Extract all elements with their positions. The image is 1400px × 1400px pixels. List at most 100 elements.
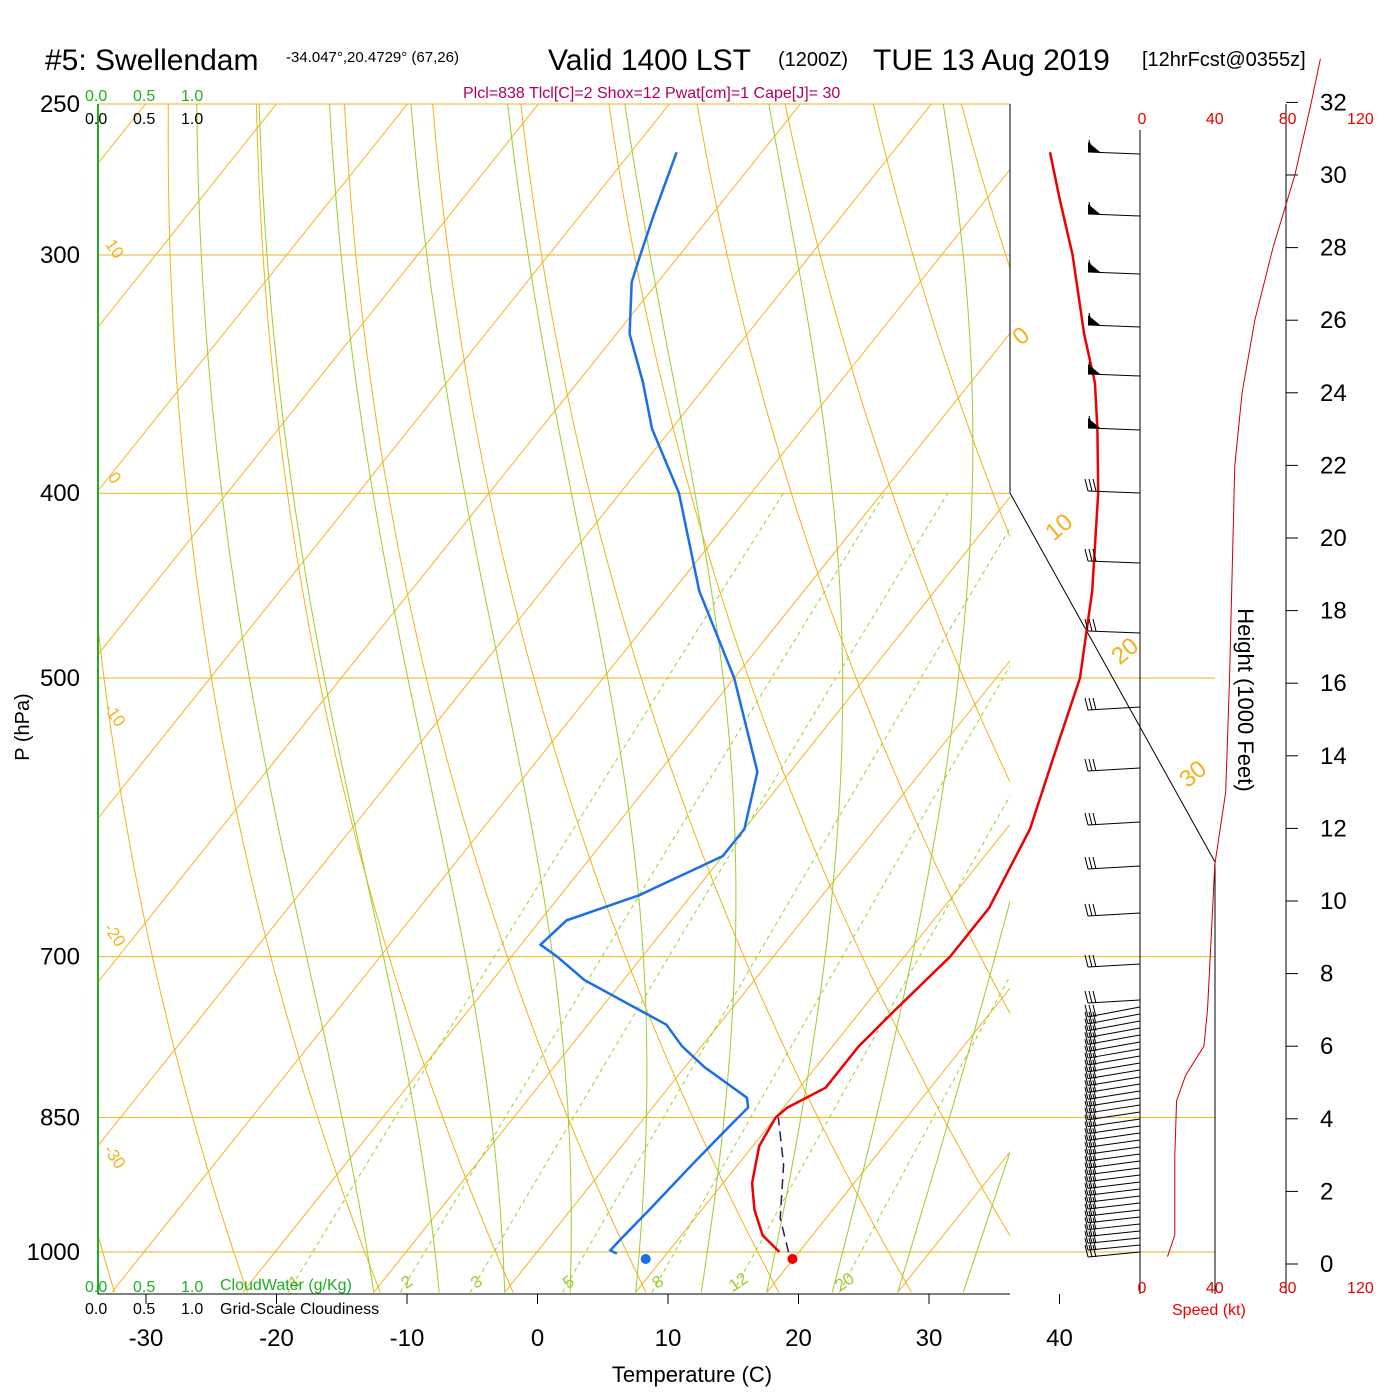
- cloudwater-bottom-1: 1.0: [181, 1279, 203, 1296]
- isotherm-line: [1291, 104, 1400, 1292]
- wind-barb-flag: [1092, 758, 1097, 772]
- dry-adiabat-line: [696, 104, 1010, 1015]
- wind-barb-staff: [1087, 1223, 1141, 1231]
- wind-barb-flag: [1084, 1039, 1089, 1052]
- wind-barb-flag: [1084, 1224, 1089, 1237]
- wind-barb-flag: [1088, 954, 1093, 968]
- y-axis-label: P (hPa): [12, 693, 34, 760]
- wind-barb-flag: [1088, 1231, 1093, 1244]
- wind-barb-flag: [1084, 1196, 1089, 1210]
- wind-barb-flag: [1088, 1107, 1093, 1120]
- wind-barb-flag: [1092, 812, 1097, 826]
- wind-barb-flag: [1084, 1032, 1089, 1045]
- wind-barb-flag: [1088, 1238, 1093, 1251]
- wind-barb-flag: [1092, 1196, 1097, 1210]
- isotherm-label: -10: [100, 699, 130, 730]
- wind-barb-flag: [1088, 1196, 1093, 1210]
- dry-adiabat-line: [608, 104, 1010, 1237]
- wind-barb-flag: [1088, 201, 1093, 215]
- mixing-ratio-lines: [287, 492, 1010, 1293]
- temperature-tick-label: -20: [259, 1325, 294, 1352]
- mixing-ratio-label: 2: [398, 1271, 417, 1292]
- isotherm-line: [98, 104, 277, 328]
- wind-barb-staff: [1087, 151, 1141, 155]
- wind-barb-flag: [1092, 1203, 1097, 1216]
- cloudwater-bottom-05: 0.5: [133, 1279, 155, 1296]
- temperature-tick-label: 10: [655, 1325, 682, 1352]
- cloudwater-top-0: 0.0: [85, 88, 107, 105]
- dry-adiabat-line: [520, 104, 913, 1293]
- wind-barb-flag: [1084, 618, 1089, 632]
- isotherm-line: [98, 104, 539, 656]
- wind-barb-flag: [1084, 1121, 1089, 1134]
- wind-barb-staff: [1087, 213, 1141, 217]
- wind-barb-staff: [1087, 1181, 1141, 1189]
- wind-barb-flag: [1092, 1176, 1097, 1189]
- wind-barb-flag: [1084, 1176, 1089, 1189]
- height-tick-label: 28: [1320, 235, 1347, 262]
- wind-barb-staff: [1087, 560, 1141, 564]
- moist-adiabat-line: [196, 104, 375, 1293]
- wind-barb-flag: [1088, 903, 1093, 917]
- wind-barb-flag: [1092, 990, 1097, 1004]
- wind-barb-staff: [1087, 427, 1141, 431]
- wind-barb-flag: [1092, 697, 1097, 711]
- wind-barb-flag: [1092, 1148, 1097, 1162]
- wind-barb-flag: [1084, 903, 1089, 917]
- dry-adiabat-line: [255, 104, 514, 1293]
- isotherm-line: [242, 332, 1010, 1293]
- wind-barb-flag: [1088, 990, 1093, 1004]
- wind-barb-staff: [1087, 963, 1141, 968]
- wind-barb-flag: [1092, 1155, 1097, 1168]
- wind-barb-flag: [1088, 1183, 1093, 1196]
- wind-barb-flag: [1088, 1011, 1093, 1024]
- wind-barb-flag: [1088, 1224, 1093, 1237]
- cloudwater-bottom-0: 0.0: [85, 1279, 107, 1296]
- wind-barb-flag: [1084, 1052, 1089, 1066]
- wind-barb-flag: [1092, 856, 1097, 870]
- wind-barb-flag: [1088, 1059, 1093, 1072]
- wind-barb-flag: [1092, 1004, 1097, 1018]
- wind-barb-staff: [1087, 1202, 1141, 1210]
- mixing-ratio-label: 3: [467, 1271, 486, 1292]
- wind-barb-flag: [1088, 1018, 1093, 1031]
- wind-barb-staff: [1087, 1174, 1141, 1183]
- wind-barb-flag: [1092, 1217, 1097, 1230]
- wind-barb-staff: [1087, 1097, 1141, 1107]
- wind-barb-flag: [1088, 1176, 1093, 1189]
- wind-speed-tick-label-bottom: 40: [1206, 1280, 1224, 1297]
- wind-barb-flag: [1084, 1066, 1089, 1079]
- wind-barb-staff: [1087, 324, 1141, 328]
- height-tick-label: 32: [1320, 89, 1347, 116]
- temperature-profile: [750, 152, 1100, 1253]
- wind-barb-flag: [1092, 1025, 1097, 1038]
- wind-barb-flag: [1084, 758, 1089, 772]
- isotherm-line: [766, 987, 1010, 1293]
- wind-barb-flag: [1092, 548, 1097, 562]
- wind-barb-flag: [1088, 1210, 1093, 1223]
- wind-barb-staff: [1087, 821, 1141, 826]
- wind-barb-flag: [1084, 1210, 1089, 1223]
- cloudiness-top-0: 0.0: [85, 111, 107, 128]
- stability-indices: Plcl=838 Tlcl[C]=2 Shox=12 Pwat[cm]=1 Ca…: [463, 85, 840, 102]
- wind-barb-flag: [1092, 1135, 1097, 1148]
- isotherm-label: -20: [100, 919, 130, 950]
- wind-barb-flag: [1088, 361, 1093, 375]
- wind-barb-flag: [1084, 1244, 1089, 1258]
- cloudiness-top-1: 1.0: [181, 111, 203, 128]
- moist-adiabat-line: [831, 104, 974, 1293]
- wind-barb-staff: [1087, 1083, 1141, 1093]
- wind-barb-flag: [1088, 1155, 1093, 1168]
- wind-barb-staff: [1087, 1111, 1141, 1121]
- wind-speed-tick-label-bottom: 0: [1138, 1280, 1147, 1297]
- wind-barb-flag: [1088, 812, 1093, 826]
- height-tick-label: 24: [1320, 380, 1347, 407]
- isotherm-line: [504, 659, 1010, 1293]
- dry-adiabat-line: [344, 104, 647, 1293]
- wind-barb-flag: [1088, 478, 1093, 492]
- moist-adiabat-line: [624, 104, 737, 1293]
- wind-barb-flag: [1084, 1128, 1089, 1141]
- wind-barb-staff: [1087, 1209, 1141, 1217]
- wind-barb-flag: [1088, 1148, 1093, 1162]
